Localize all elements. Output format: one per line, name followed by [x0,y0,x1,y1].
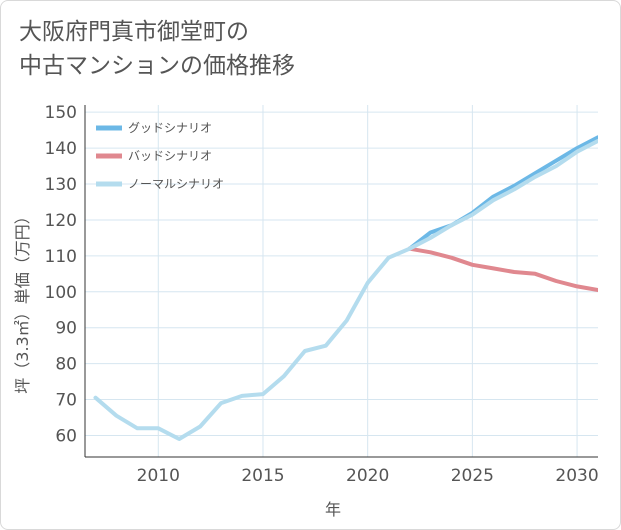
x-tick-label-2010: 2010 [137,466,180,486]
y-tick-label-110: 110 [45,247,77,267]
axes [84,105,598,458]
y-tick-label-70: 70 [55,391,77,411]
legend-label-1: グッドシナリオ [128,121,212,135]
legend-label-3: ノーマルシナリオ [128,177,224,191]
x-tick-label-2015: 2015 [241,466,284,486]
y-tick-label-80: 80 [55,355,77,375]
y-tick-label-90: 90 [55,319,77,339]
x-axis-label: 年 [325,500,341,519]
x-tick-label-2025: 2025 [451,466,494,486]
y-tick-label-120: 120 [45,211,77,231]
y-tick-label-60: 60 [55,426,77,446]
tick-labels: 60 70 80 90 100 110 120 130 140 150 2010 2015 2020 20… [45,103,599,486]
chart-title-line-1: 大阪府門真市御堂町の [19,19,249,45]
series-line-1 [407,135,598,251]
chart-title: 大阪府門真市御堂町の 中古マンションの価格推移 [19,15,295,83]
grid-lines [85,105,598,457]
y-tick-label-130: 130 [45,175,77,195]
series-lines [93,135,598,441]
y-tick-label-150: 150 [45,103,77,123]
series-line-2 [407,246,598,292]
y-axis-label: 坪（3.3㎡）単価（万円） [13,208,32,393]
x-tick-label-2030: 2030 [555,466,598,486]
legend-label-2: バッドシナリオ [128,149,212,163]
y-tick-label-100: 100 [45,283,77,303]
chart-title-line-2: 中古マンションの価格推移 [19,53,295,79]
y-tick-label-140: 140 [45,139,77,159]
x-tick-label-2020: 2020 [346,466,389,486]
series-line-3 [93,138,598,441]
